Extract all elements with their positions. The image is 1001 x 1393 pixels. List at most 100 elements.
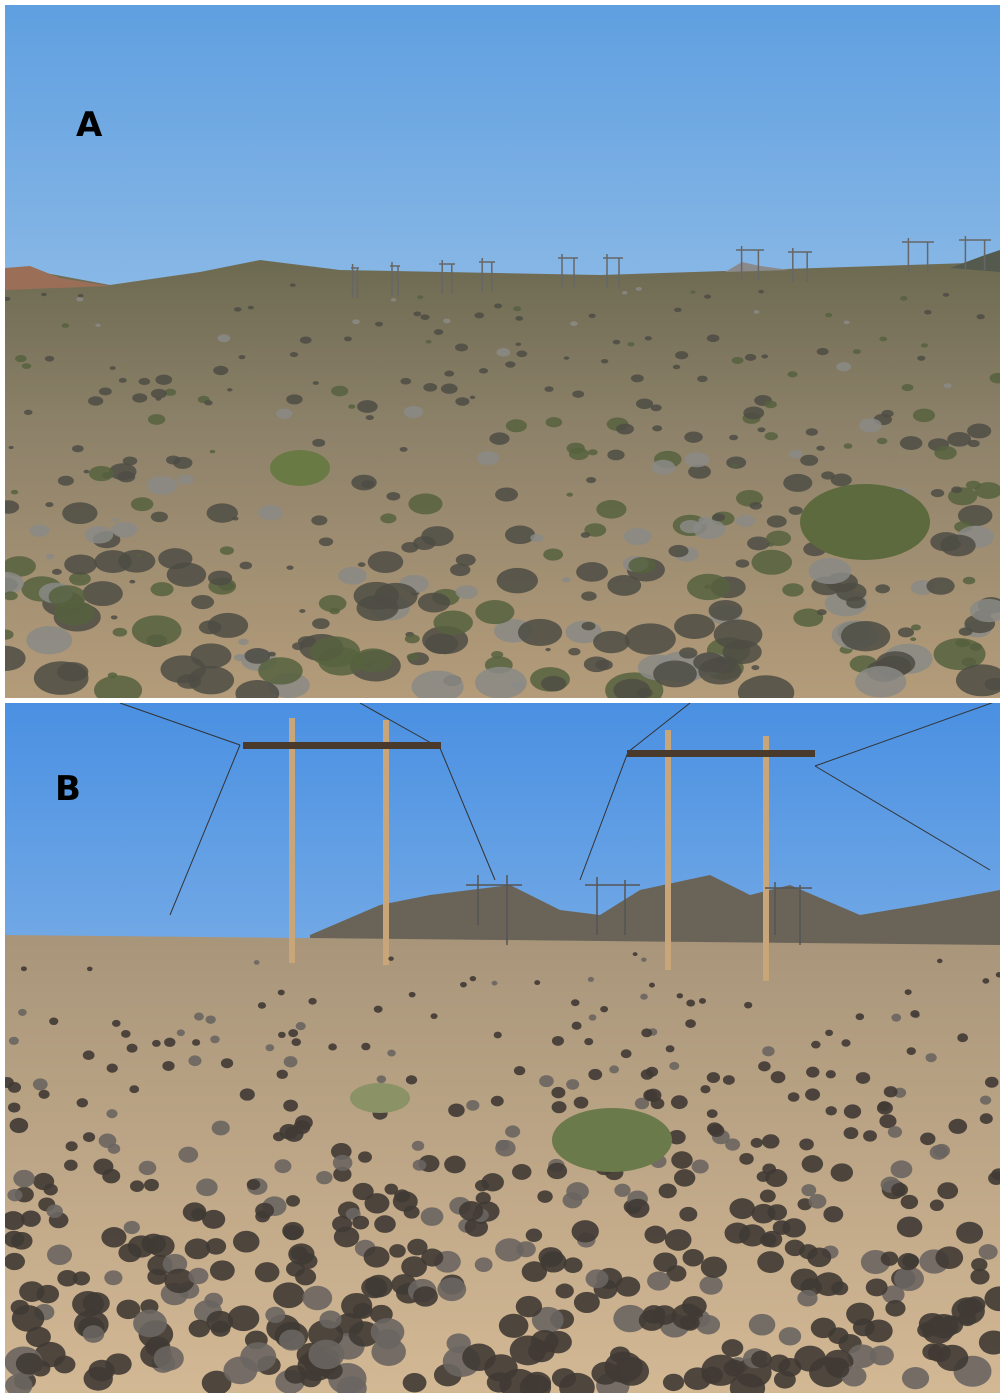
- shrub: [645, 1226, 667, 1244]
- shrub: [528, 1340, 555, 1362]
- shrub: [572, 391, 584, 398]
- shrub: [779, 1358, 802, 1377]
- shrub: [8, 446, 13, 449]
- shrub: [700, 1085, 710, 1093]
- shrub: [276, 409, 292, 419]
- shrub: [513, 306, 521, 311]
- shrub: [760, 1190, 776, 1203]
- shrub: [935, 1246, 963, 1269]
- shrub: [26, 626, 72, 654]
- shrub: [669, 1062, 679, 1070]
- shrub: [566, 1079, 579, 1090]
- shrub: [516, 351, 527, 358]
- shrub: [8, 1082, 21, 1093]
- shrub: [686, 999, 695, 1006]
- shrub: [331, 386, 348, 397]
- shrub: [33, 1173, 54, 1190]
- shrub: [913, 409, 935, 423]
- shrub: [206, 1311, 233, 1333]
- shrub: [518, 619, 562, 646]
- shrub: [220, 546, 234, 555]
- shrub: [455, 397, 469, 406]
- shrub: [164, 1038, 175, 1047]
- shrub: [863, 1130, 877, 1141]
- shrub: [94, 675, 142, 705]
- shrub: [352, 319, 360, 324]
- shrub: [937, 959, 943, 964]
- shrub: [980, 1096, 991, 1105]
- shrub: [652, 425, 662, 431]
- shrub: [393, 1191, 418, 1211]
- shrub: [802, 1155, 823, 1173]
- shrub: [407, 653, 419, 661]
- shrub: [930, 1200, 944, 1211]
- shrub: [358, 562, 366, 567]
- shrub: [46, 554, 55, 559]
- shrub: [568, 648, 580, 656]
- shrub: [489, 432, 509, 444]
- shrub: [576, 562, 608, 582]
- shrub: [826, 1070, 836, 1078]
- shrub: [846, 1303, 874, 1326]
- shrub: [213, 366, 228, 375]
- shrub: [400, 447, 408, 452]
- shrub: [814, 1272, 843, 1296]
- shrub: [167, 563, 206, 587]
- shrub: [806, 1067, 819, 1078]
- shrub: [640, 994, 648, 1000]
- shrub: [466, 1100, 479, 1111]
- shrub: [47, 1205, 63, 1218]
- shrub: [448, 1103, 464, 1116]
- shrub: [85, 526, 114, 544]
- figure: A B: [0, 0, 1001, 1393]
- shrub: [879, 337, 887, 342]
- shrub: [749, 1314, 776, 1336]
- shrub: [136, 554, 142, 557]
- shrub: [64, 1160, 78, 1171]
- shrub: [885, 1300, 905, 1317]
- shrub: [552, 1036, 564, 1046]
- shrub: [316, 1171, 332, 1184]
- shrub: [639, 1310, 665, 1331]
- shrub: [636, 398, 653, 409]
- shrub: [641, 1069, 654, 1080]
- shrub: [701, 1256, 727, 1277]
- panel-b: B: [0, 700, 1001, 1393]
- shrub: [905, 989, 912, 995]
- shrub: [514, 1066, 525, 1075]
- shrub: [562, 577, 570, 582]
- shrub: [884, 1086, 898, 1097]
- shrub: [564, 356, 570, 359]
- shrub: [811, 1318, 836, 1339]
- shrub: [495, 487, 518, 501]
- shrub: [196, 1178, 218, 1196]
- shrub: [459, 1201, 483, 1221]
- shrub: [926, 577, 954, 594]
- shrub: [112, 518, 118, 522]
- shrub: [572, 1220, 599, 1242]
- shrub: [95, 324, 100, 327]
- shrub: [607, 575, 641, 596]
- shrub: [475, 667, 527, 699]
- shrub: [475, 1180, 489, 1191]
- shrub: [210, 450, 216, 453]
- shrub: [732, 357, 744, 364]
- shrub: [104, 1270, 122, 1285]
- shrub: [663, 1374, 684, 1391]
- shrub: [273, 1132, 284, 1141]
- shrub: [239, 355, 246, 359]
- shrub: [302, 1286, 332, 1310]
- shrub: [11, 490, 18, 494]
- shrub: [329, 608, 340, 615]
- shrub: [455, 343, 468, 351]
- shrub: [202, 1210, 225, 1229]
- shrub: [148, 414, 165, 425]
- shrub: [49, 585, 86, 608]
- shrub: [413, 1160, 427, 1171]
- shrub: [212, 1121, 230, 1136]
- shrub: [651, 460, 675, 475]
- shrub: [693, 519, 725, 539]
- shrub: [567, 493, 574, 497]
- shrub: [739, 1153, 753, 1165]
- shrub: [319, 537, 333, 546]
